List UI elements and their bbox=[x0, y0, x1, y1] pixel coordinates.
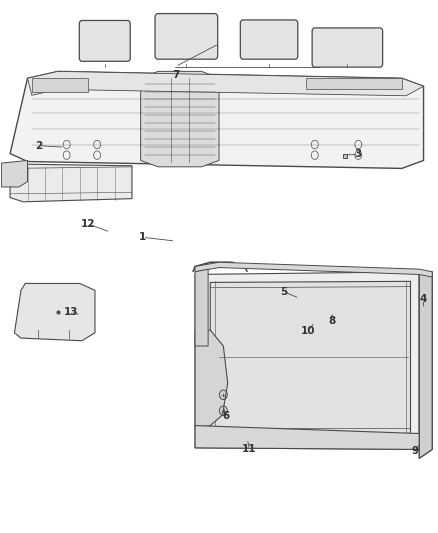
FancyBboxPatch shape bbox=[155, 13, 218, 59]
Text: 8: 8 bbox=[328, 316, 336, 326]
Text: 12: 12 bbox=[81, 219, 95, 229]
Polygon shape bbox=[419, 272, 432, 458]
Polygon shape bbox=[10, 71, 424, 168]
FancyBboxPatch shape bbox=[240, 20, 298, 59]
Text: 9: 9 bbox=[411, 446, 418, 456]
Polygon shape bbox=[195, 330, 228, 428]
Text: 5: 5 bbox=[281, 287, 288, 297]
FancyBboxPatch shape bbox=[79, 20, 130, 61]
Polygon shape bbox=[195, 262, 432, 277]
Text: 3: 3 bbox=[355, 149, 362, 159]
Polygon shape bbox=[195, 269, 208, 346]
Polygon shape bbox=[195, 425, 419, 449]
Polygon shape bbox=[10, 164, 132, 202]
Polygon shape bbox=[306, 78, 402, 89]
Text: 6: 6 bbox=[222, 411, 229, 421]
Text: 2: 2 bbox=[35, 141, 42, 151]
Text: 11: 11 bbox=[242, 445, 257, 455]
Text: 10: 10 bbox=[301, 326, 315, 336]
Text: 7: 7 bbox=[172, 70, 179, 80]
Polygon shape bbox=[141, 71, 219, 167]
Text: 1: 1 bbox=[139, 232, 146, 243]
Polygon shape bbox=[195, 272, 419, 449]
Polygon shape bbox=[32, 78, 88, 92]
Polygon shape bbox=[210, 281, 410, 434]
Text: 4: 4 bbox=[420, 294, 427, 304]
FancyBboxPatch shape bbox=[312, 28, 383, 67]
Polygon shape bbox=[1, 160, 28, 187]
Text: 13: 13 bbox=[64, 306, 78, 317]
Polygon shape bbox=[28, 71, 424, 96]
Polygon shape bbox=[14, 284, 95, 341]
